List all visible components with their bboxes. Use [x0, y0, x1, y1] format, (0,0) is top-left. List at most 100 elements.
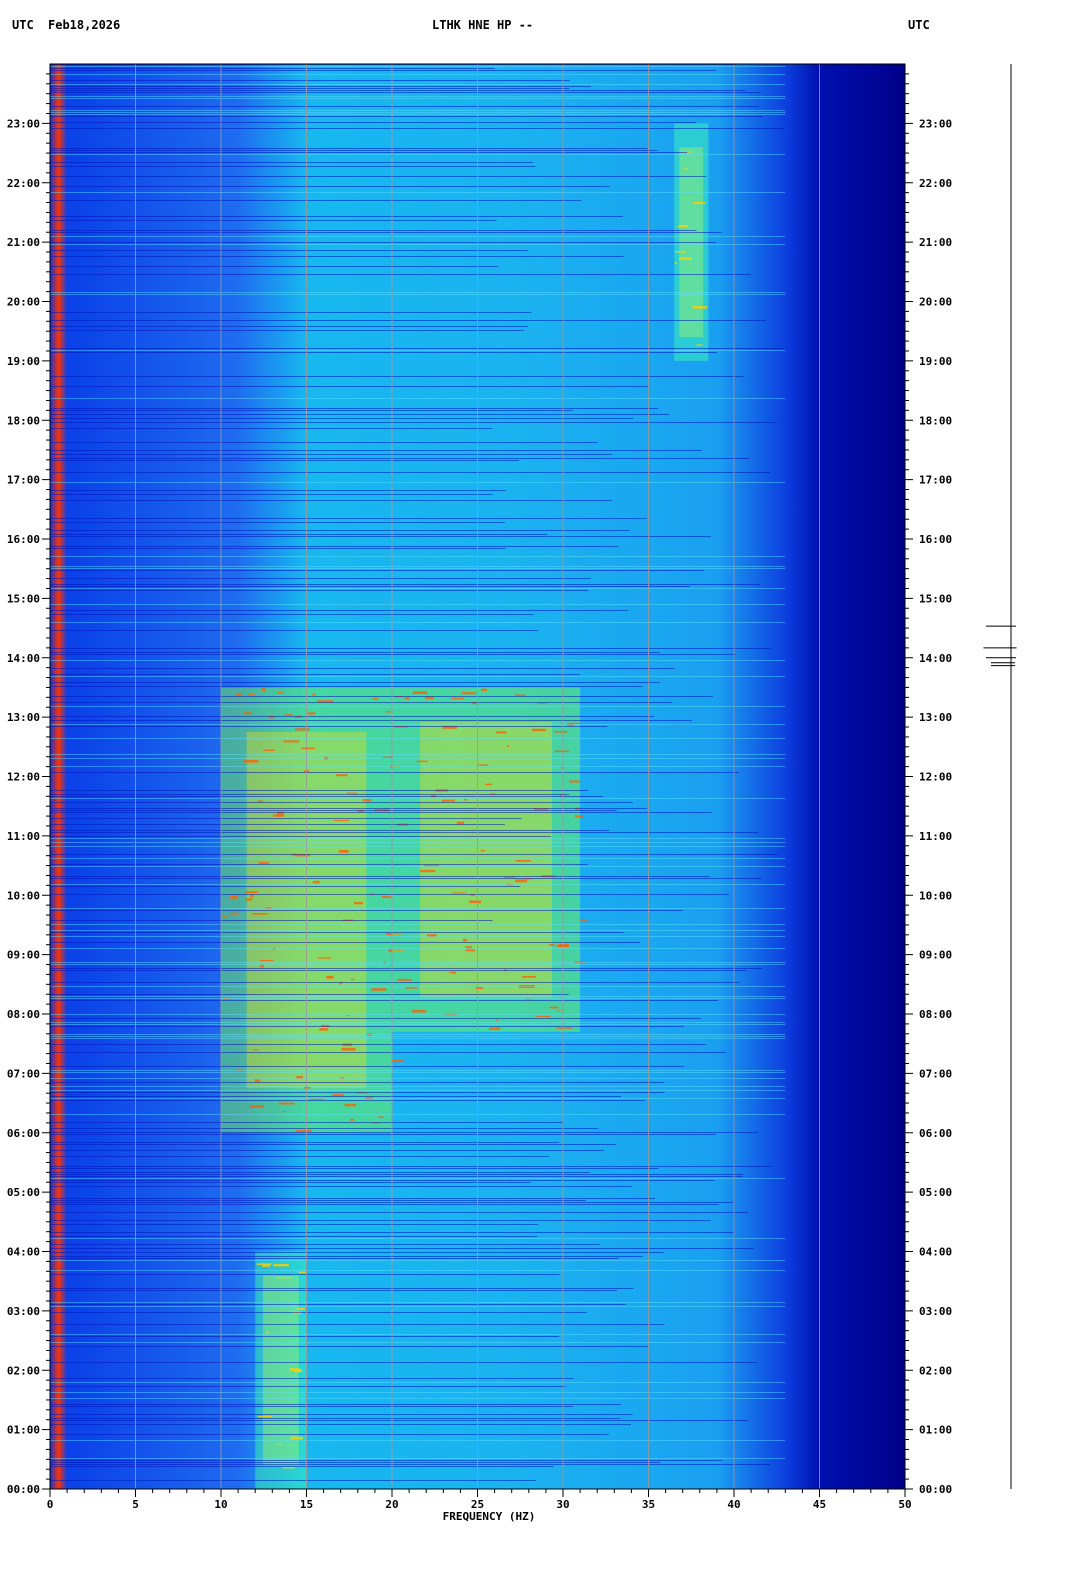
- time-stripe: [50, 1274, 560, 1275]
- time-stripe: [50, 724, 786, 725]
- y-tick-label-right: 04:00: [919, 1246, 952, 1259]
- header-date: Feb18,2026: [48, 18, 121, 32]
- y-tick-label-left: 07:00: [7, 1067, 40, 1080]
- time-stripe: [50, 66, 786, 67]
- time-stripe: [50, 454, 613, 455]
- energy-speck: [249, 1105, 265, 1108]
- seismic-trace: [983, 64, 1017, 1489]
- time-stripe: [50, 1288, 634, 1289]
- time-stripe: [50, 706, 786, 707]
- time-stripe: [50, 766, 786, 767]
- energy-speck: [339, 1077, 345, 1080]
- energy-speck: [319, 1028, 328, 1031]
- energy-speck: [496, 731, 507, 734]
- energy-speck: [258, 861, 269, 865]
- time-stripe: [50, 1070, 786, 1071]
- energy-speck: [362, 798, 372, 802]
- energy-speck: [558, 1010, 561, 1012]
- energy-speck: [382, 756, 394, 759]
- y-tick-label-right: 10:00: [919, 889, 952, 902]
- energy-speck: [344, 1103, 357, 1107]
- time-stripe: [50, 1168, 659, 1169]
- time-stripe: [50, 1180, 716, 1181]
- time-stripe: [50, 846, 786, 847]
- time-stripe: [50, 1092, 665, 1093]
- energy-speck: [404, 697, 410, 700]
- y-tick-label-left: 22:00: [7, 177, 40, 190]
- time-stripe: [50, 1100, 646, 1101]
- energy-speck: [252, 1049, 260, 1051]
- time-stripe: [50, 1178, 786, 1179]
- time-stripe: [50, 490, 507, 491]
- time-stripe: [50, 500, 613, 501]
- time-stripe: [50, 824, 505, 825]
- energy-speck: [236, 693, 242, 697]
- time-stripe: [50, 348, 784, 349]
- time-stripe: [50, 790, 589, 791]
- time-stripe: [50, 350, 786, 351]
- y-tick-label-left: 18:00: [7, 414, 40, 427]
- time-stripe: [50, 548, 506, 549]
- y-tick-label-left: 21:00: [7, 236, 40, 249]
- energy-speck: [504, 876, 516, 879]
- time-stripe: [50, 250, 528, 251]
- time-stripe: [50, 1022, 786, 1023]
- x-tick-label: 45: [813, 1498, 826, 1511]
- time-stripe: [50, 422, 777, 423]
- energy-speck: [268, 715, 275, 719]
- energy-speck: [389, 765, 400, 768]
- y-tick-label-left: 10:00: [7, 889, 40, 902]
- energy-speck: [526, 998, 530, 1000]
- y-axis-ticks: 00:00 00:00 01:00 01:00 02:00 02:00 03:00 03:00…: [7, 73, 952, 1496]
- time-stripe: [50, 128, 785, 129]
- time-stripe: [50, 1382, 786, 1383]
- time-stripe: [50, 604, 786, 605]
- energy-band-core: [420, 721, 552, 998]
- energy-speck: [412, 1009, 427, 1013]
- energy-speck: [423, 864, 439, 867]
- energy-speck: [366, 1033, 373, 1036]
- time-stripe: [50, 1418, 621, 1419]
- time-stripe: [50, 1086, 786, 1087]
- energy-speck: [338, 850, 349, 853]
- time-stripe: [50, 408, 658, 409]
- time-stripe: [50, 1014, 786, 1015]
- time-stripe: [50, 410, 573, 411]
- time-stripe: [50, 1134, 717, 1135]
- time-stripe: [50, 1464, 771, 1465]
- energy-speck: [260, 964, 264, 968]
- energy-speck: [256, 1263, 272, 1266]
- time-stripe: [50, 106, 760, 107]
- time-stripe: [50, 166, 536, 167]
- time-stripe: [50, 1480, 537, 1481]
- y-tick-label-right: 15:00: [919, 592, 952, 605]
- time-stripe: [50, 242, 717, 243]
- energy-speck: [475, 987, 483, 990]
- time-stripe: [50, 1462, 661, 1463]
- energy-speck: [277, 1443, 282, 1445]
- energy-speck: [294, 728, 311, 731]
- time-stripe: [50, 932, 624, 933]
- time-stripe: [50, 908, 786, 909]
- time-stripe: [50, 220, 497, 221]
- energy-speck: [506, 745, 510, 747]
- x-tick-label: 10: [214, 1498, 227, 1511]
- energy-speck: [230, 912, 239, 915]
- time-stripe: [50, 796, 603, 797]
- energy-speck: [222, 915, 228, 917]
- energy-speck: [678, 225, 688, 228]
- time-stripe: [50, 1038, 786, 1039]
- energy-speck: [463, 938, 467, 942]
- time-stripe: [50, 920, 493, 921]
- y-tick-label-left: 20:00: [7, 296, 40, 309]
- energy-speck: [426, 934, 437, 937]
- energy-speck: [451, 892, 467, 894]
- time-stripe: [50, 1212, 749, 1213]
- time-stripe: [50, 522, 505, 523]
- time-stripe: [50, 398, 786, 399]
- time-stripe: [50, 818, 522, 819]
- energy-speck: [515, 859, 531, 862]
- time-stripe: [50, 1434, 609, 1435]
- time-stripe: [50, 1052, 726, 1053]
- time-stripe: [50, 886, 521, 887]
